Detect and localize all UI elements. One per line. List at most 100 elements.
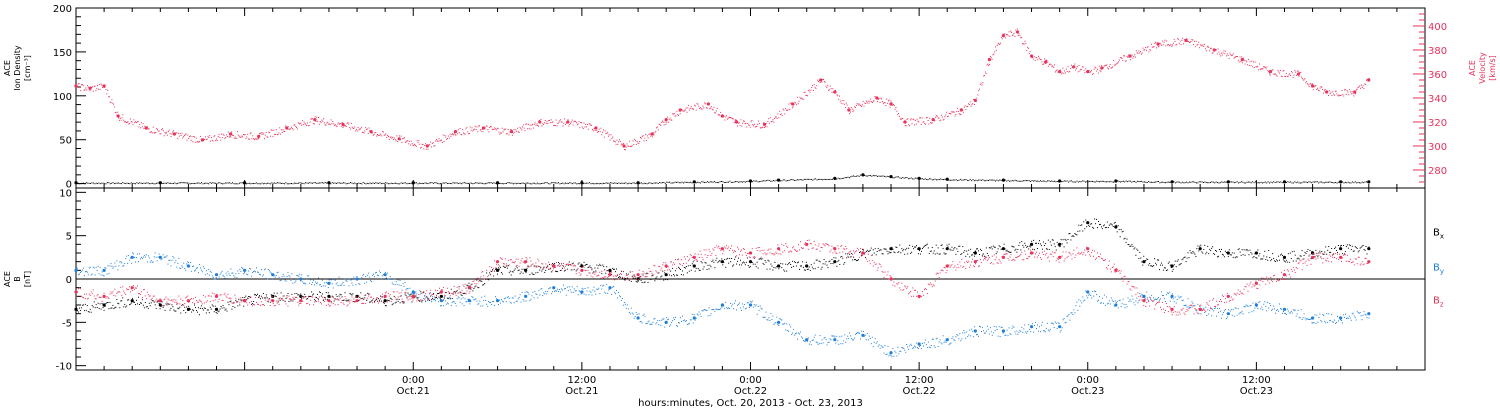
b-by-sample bbox=[82, 267, 84, 269]
b-bx-sample bbox=[1189, 250, 1191, 252]
velocity-sample bbox=[396, 135, 398, 137]
density-sample bbox=[921, 178, 923, 180]
density-sample bbox=[272, 182, 274, 184]
density-sample bbox=[434, 182, 436, 184]
velocity-axis-label-line: [km/s] bbox=[1488, 55, 1497, 81]
velocity-sample bbox=[1322, 92, 1324, 94]
b-bx-sample bbox=[1047, 239, 1049, 241]
b-bx-sample bbox=[583, 261, 585, 263]
b-bx-sample bbox=[1245, 249, 1247, 251]
b-bx-sample bbox=[1163, 267, 1165, 269]
b-by-sample bbox=[254, 270, 256, 272]
b-bx-sample bbox=[710, 266, 712, 268]
velocity-point bbox=[228, 132, 233, 136]
b-bx-point bbox=[383, 299, 387, 303]
b-by-sample bbox=[466, 301, 468, 303]
velocity-sample bbox=[1175, 44, 1177, 46]
velocity-sample bbox=[678, 110, 680, 112]
b-bx-sample bbox=[1035, 242, 1037, 244]
b-bx-sample bbox=[817, 266, 819, 268]
b-bx-sample bbox=[109, 301, 111, 303]
b-bx-sample bbox=[246, 299, 248, 301]
b-by-sample bbox=[137, 261, 139, 263]
b-by-sample bbox=[660, 325, 662, 327]
b-bx-sample bbox=[110, 307, 112, 309]
velocity-sample bbox=[1161, 40, 1163, 42]
velocity-sample bbox=[1167, 43, 1169, 45]
velocity-sample bbox=[730, 117, 732, 119]
density-sample bbox=[688, 182, 690, 184]
velocity-sample bbox=[1227, 54, 1229, 56]
velocity-sample bbox=[287, 126, 289, 128]
b-bx-sample bbox=[331, 295, 333, 297]
density-sample bbox=[1045, 181, 1047, 183]
density-sample bbox=[809, 178, 811, 180]
density-sample bbox=[307, 182, 309, 184]
b-bx-sample bbox=[818, 260, 820, 262]
b-bx-sample bbox=[431, 299, 433, 301]
b-by-sample bbox=[373, 273, 375, 275]
velocity-sample bbox=[1075, 67, 1077, 69]
b-bx-sample bbox=[1109, 223, 1111, 225]
b-bx-sample bbox=[738, 264, 740, 266]
b-bx-sample bbox=[1367, 247, 1369, 249]
velocity-sample bbox=[685, 107, 687, 109]
b-bx-sample bbox=[726, 258, 728, 260]
b-bx-sample bbox=[889, 252, 891, 254]
velocity-sample bbox=[273, 129, 275, 131]
velocity-sample bbox=[857, 103, 859, 105]
b-bx-sample bbox=[826, 264, 828, 266]
density-sample bbox=[881, 175, 883, 177]
b-by-sample bbox=[652, 321, 654, 323]
density-sample bbox=[979, 179, 981, 181]
density-sample bbox=[283, 183, 285, 185]
density-sample bbox=[198, 182, 200, 184]
velocity-sample bbox=[271, 129, 273, 131]
b-bx-sample bbox=[1266, 256, 1268, 258]
velocity-sample bbox=[1190, 40, 1192, 42]
velocity-point bbox=[1043, 60, 1048, 64]
b-bx-sample bbox=[998, 245, 1000, 247]
velocity-sample bbox=[410, 140, 412, 142]
b-bx-sample bbox=[195, 307, 197, 309]
density-sample bbox=[517, 182, 519, 184]
b-bx-sample bbox=[813, 262, 815, 264]
density-sample bbox=[444, 182, 446, 184]
b-by-sample bbox=[690, 319, 692, 321]
b-bx-sample bbox=[164, 309, 166, 311]
b-bx-sample bbox=[825, 261, 827, 263]
b-by-sample bbox=[429, 293, 431, 295]
b-by-point bbox=[580, 290, 584, 294]
velocity-sample bbox=[887, 102, 889, 104]
velocity-sample bbox=[1043, 58, 1045, 60]
b-bx-sample bbox=[806, 268, 808, 270]
velocity-sample bbox=[1364, 83, 1366, 85]
velocity-sample bbox=[489, 125, 491, 127]
velocity-sample bbox=[790, 102, 792, 104]
velocity-sample bbox=[1341, 90, 1343, 92]
velocity-sample bbox=[1173, 39, 1175, 41]
b-by-sample bbox=[217, 278, 219, 280]
velocity-sample bbox=[81, 84, 83, 86]
density-sample bbox=[146, 182, 148, 184]
b-bx-sample bbox=[1252, 257, 1254, 259]
b-by-sample bbox=[709, 315, 711, 317]
velocity-sample bbox=[1275, 74, 1277, 76]
velocity-sample bbox=[298, 123, 300, 125]
density-sample bbox=[466, 182, 468, 184]
b-bx-sample bbox=[705, 262, 707, 264]
velocity-sample bbox=[221, 133, 223, 135]
velocity-sample bbox=[853, 109, 855, 111]
velocity-sample bbox=[262, 132, 264, 134]
velocity-sample bbox=[843, 100, 845, 102]
b-bx-sample bbox=[482, 284, 484, 286]
b-bx-sample bbox=[1309, 250, 1311, 252]
b-bx-sample bbox=[147, 307, 149, 309]
velocity-sample bbox=[1157, 46, 1159, 48]
velocity-sample bbox=[1362, 85, 1364, 87]
velocity-sample bbox=[1130, 56, 1132, 58]
velocity-sample bbox=[1032, 57, 1034, 59]
b-bx-sample bbox=[1299, 255, 1301, 257]
b-bx-sample bbox=[495, 268, 497, 270]
velocity-sample bbox=[496, 127, 498, 129]
